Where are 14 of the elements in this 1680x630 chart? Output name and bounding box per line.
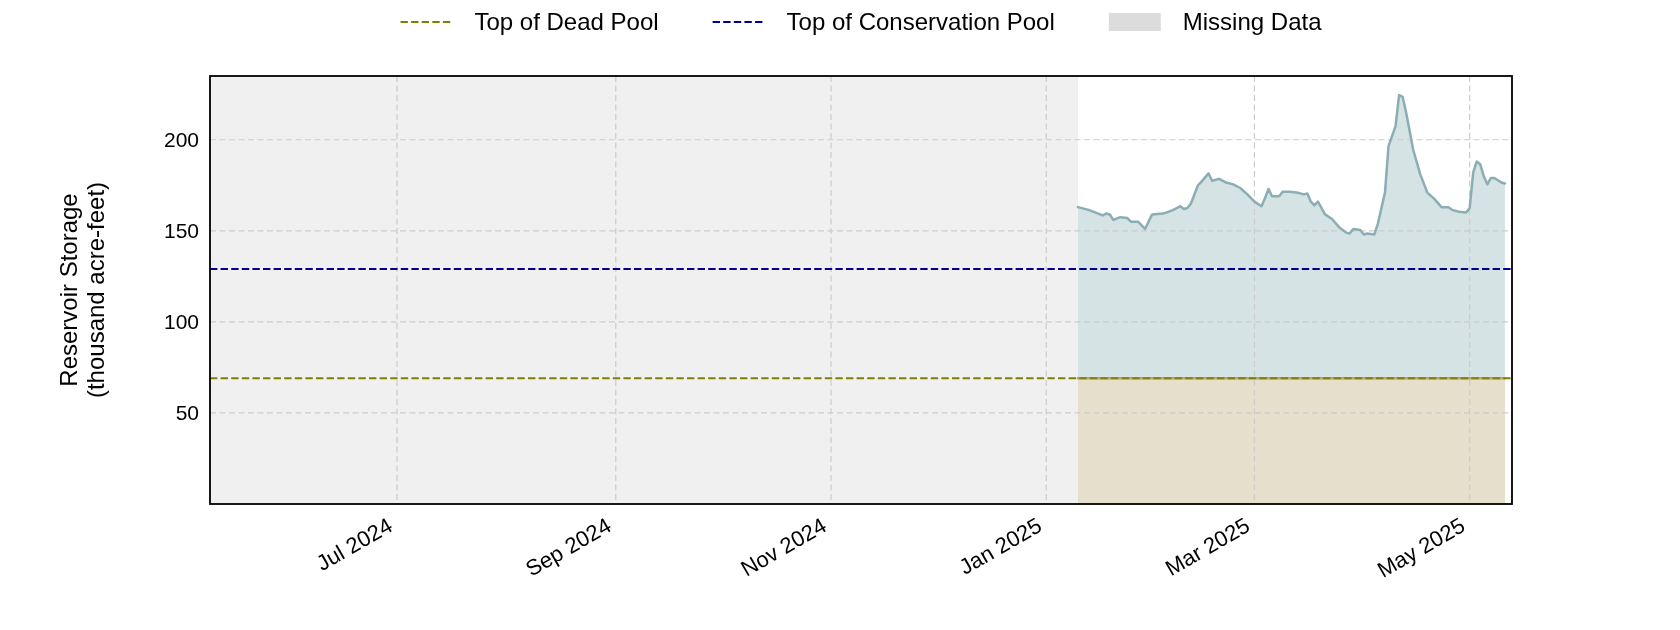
y-tick-label: 150 xyxy=(163,219,199,243)
legend-label: Missing Data xyxy=(1182,8,1323,36)
x-tick-label: Jan 2025 xyxy=(954,512,1046,580)
y-tick-label: 50 xyxy=(175,401,199,425)
x-tick-label: Mar 2025 xyxy=(1160,512,1254,581)
legend-label: Top of Dead Pool xyxy=(474,8,659,36)
x-tick-label: Jul 2024 xyxy=(311,512,397,576)
y-axis-title: Reservoir Storage (thousand acre-feet) xyxy=(55,181,109,399)
x-tick-label: Nov 2024 xyxy=(736,512,831,582)
x-tick-label: May 2025 xyxy=(1372,512,1470,583)
legend-label: Top of Conservation Pool xyxy=(786,8,1055,36)
y-tick-label: 100 xyxy=(163,310,199,334)
y-tick-label: 200 xyxy=(163,128,199,152)
x-tick-label: Sep 2024 xyxy=(521,512,616,582)
